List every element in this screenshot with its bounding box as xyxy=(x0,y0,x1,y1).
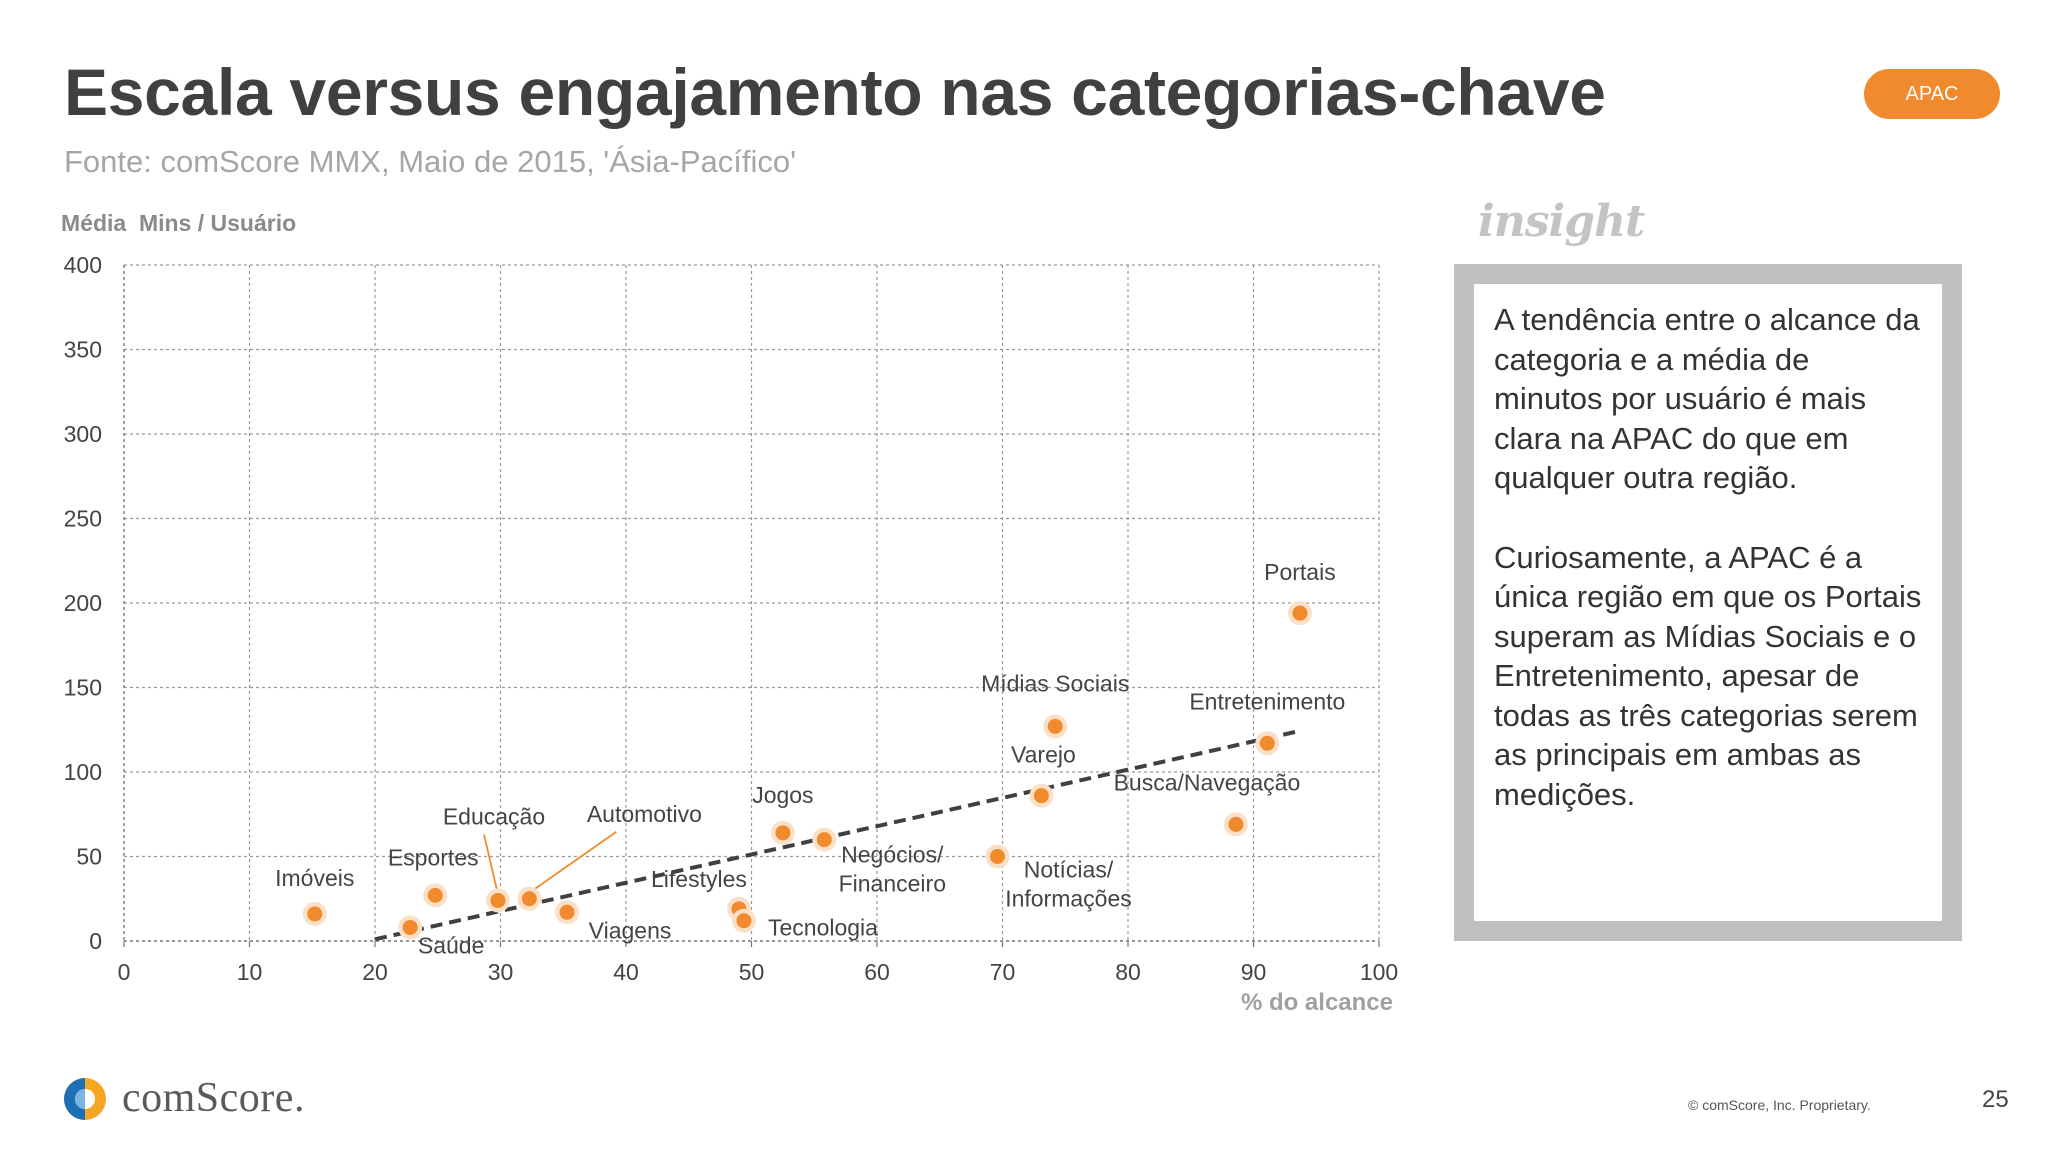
source-subtitle: Fonte: comScore MMX, Maio de 2015, 'Ásia… xyxy=(64,144,797,179)
point-label: Automotivo xyxy=(587,801,702,827)
point-label: Portais xyxy=(1264,559,1336,585)
point-label: Lifestyles xyxy=(651,866,747,892)
y-tick-label: 200 xyxy=(64,590,102,616)
data-point xyxy=(816,832,832,848)
point-label: Entretenimento xyxy=(1189,688,1345,714)
y-tick-label: 400 xyxy=(64,252,102,278)
y-axis-label: Média Mins / Usuário xyxy=(61,210,296,236)
y-tick-label: 250 xyxy=(64,506,102,532)
insight-text: A tendência entre o alcance da categoria… xyxy=(1474,284,1942,921)
y-tick-label: 150 xyxy=(64,675,102,701)
data-point xyxy=(989,849,1005,864)
x-axis-label: % do alcance xyxy=(1241,989,1393,1016)
y-tick-label: 300 xyxy=(64,421,102,447)
leader-line xyxy=(528,831,617,894)
data-point xyxy=(1033,788,1049,804)
point-label: Esportes xyxy=(388,844,479,870)
y-tick-label: 350 xyxy=(64,337,102,363)
x-tick-label: 70 xyxy=(990,959,1016,985)
point-label-line: Financeiro xyxy=(839,871,946,897)
point-label-line: Notícias/ xyxy=(1024,857,1114,883)
trendline-layer xyxy=(374,729,1298,942)
point-label: Notícias/Informações xyxy=(1005,857,1132,912)
trendline xyxy=(374,729,1298,942)
y-tick-label: 50 xyxy=(76,844,102,870)
point-label: Tecnologia xyxy=(768,915,878,941)
x-tick-label: 40 xyxy=(613,959,639,985)
data-point xyxy=(427,887,443,903)
data-point xyxy=(402,919,418,935)
x-tick-label: 80 xyxy=(1115,959,1141,985)
insight-heading: insight xyxy=(1478,196,1645,247)
data-point xyxy=(775,825,791,841)
page-title: Escala versus engajamento nas categorias… xyxy=(64,55,1606,129)
data-point xyxy=(1292,605,1308,621)
x-tick-label: 0 xyxy=(118,959,131,985)
point-label: Jogos xyxy=(752,782,813,808)
point-label-line: Informações xyxy=(1005,886,1132,912)
x-tick-label: 60 xyxy=(864,959,890,985)
copyright-notice: © comScore, Inc. Proprietary. xyxy=(1688,1097,1871,1113)
data-points xyxy=(302,601,1312,940)
data-point xyxy=(1047,718,1063,734)
data-point xyxy=(1228,816,1244,832)
page-number: 25 xyxy=(1982,1086,2009,1113)
y-tick-label: 100 xyxy=(64,759,102,785)
leader-line xyxy=(483,834,499,895)
data-point xyxy=(736,913,752,929)
insight-paragraph-2: Curiosamente, a APAC é a única região em… xyxy=(1494,539,1922,812)
scatter-chart: 0 10 20 30 40 50 60 70 80 90 100 0 50 100 150 200 250 300… xyxy=(61,210,1399,1016)
x-tick-label: 50 xyxy=(739,959,765,985)
point-label: Educação xyxy=(443,803,545,829)
data-point xyxy=(307,906,323,922)
data-point xyxy=(559,904,575,920)
point-label: Viagens xyxy=(589,917,672,943)
comscore-logo-icon xyxy=(64,1078,106,1120)
point-label: Mídias Sociais xyxy=(981,670,1129,696)
point-label: Imóveis xyxy=(275,865,354,891)
comscore-logo-text: comScore. xyxy=(122,1075,305,1121)
y-tick-label: 0 xyxy=(89,928,102,954)
data-point xyxy=(1259,735,1275,751)
x-tick-label: 100 xyxy=(1360,959,1398,985)
point-label: Busca/Navegação xyxy=(1114,769,1301,795)
point-label-line: Negócios/ xyxy=(841,842,944,868)
point-label: Saúde xyxy=(418,932,485,958)
data-point xyxy=(490,892,506,908)
data-point xyxy=(521,891,537,907)
chart-axes: 0 10 20 30 40 50 60 70 80 90 100 0 50 100 150 200 250 300… xyxy=(64,252,1399,985)
point-labels: Imóveis Saúde Esportes Educação Automotivo Vi… xyxy=(275,559,1345,958)
leader-lines xyxy=(483,831,617,895)
x-tick-label: 30 xyxy=(488,959,514,985)
x-tick-label: 20 xyxy=(362,959,388,985)
x-tick-label: 10 xyxy=(237,959,263,985)
chart-grid xyxy=(124,264,1380,941)
region-badge: APAC xyxy=(1864,69,2000,119)
point-label: Negócios/Financeiro xyxy=(839,842,946,897)
point-label: Varejo xyxy=(1011,742,1076,768)
insight-box: A tendência entre o alcance da categoria… xyxy=(1454,264,1962,941)
insight-paragraph-1: A tendência entre o alcance da categoria… xyxy=(1494,302,1920,495)
x-tick-label: 90 xyxy=(1241,959,1267,985)
